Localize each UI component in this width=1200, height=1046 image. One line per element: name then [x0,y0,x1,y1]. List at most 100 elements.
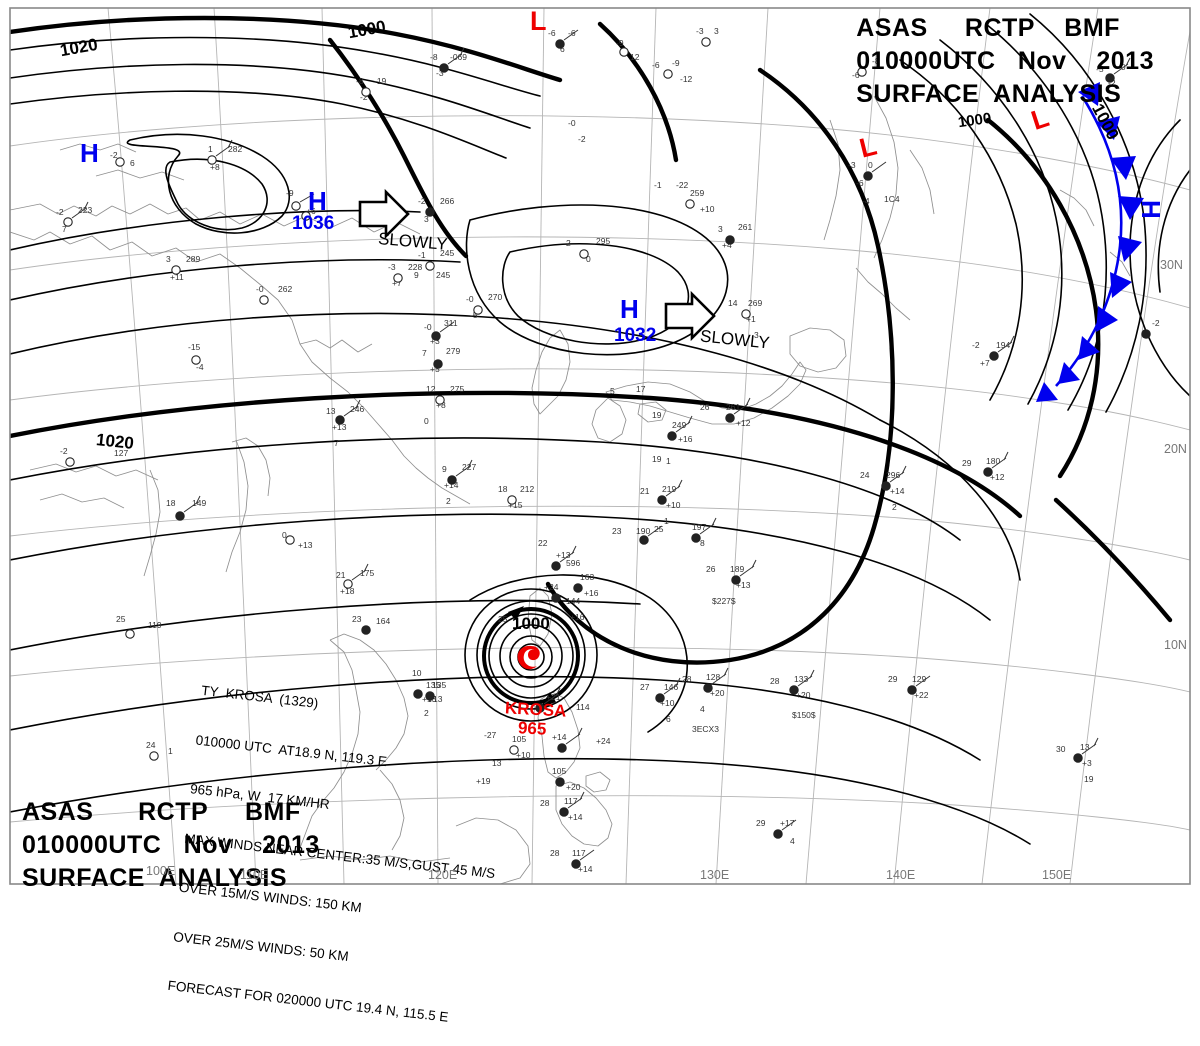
isobar-label-tc-1000: 1000 [512,614,550,633]
svg-text:-2: -2 [972,340,980,350]
svg-text:295: 295 [596,236,610,246]
svg-text:197: 197 [692,522,706,532]
svg-text:144: 144 [566,596,580,606]
svg-text:$227$: $227$ [712,596,736,606]
svg-text:-19: -19 [374,76,387,86]
svg-text:+20: +20 [796,690,811,700]
lon-label-100e: 100E [146,864,176,878]
svg-text:17: 17 [636,384,646,394]
svg-text:163: 163 [580,572,594,582]
svg-text:+3: +3 [430,336,440,346]
svg-text:146: 146 [664,682,678,692]
svg-text:+14: +14 [444,480,459,490]
svg-text:-4: -4 [862,196,870,206]
svg-text:127: 127 [114,448,128,458]
svg-text:3: 3 [166,254,171,264]
svg-text:+13: +13 [556,550,571,560]
svg-text:180: 180 [986,456,1000,466]
svg-text:-12: -12 [680,74,693,84]
svg-text:129: 129 [912,674,926,684]
svg-text:13: 13 [1080,742,1090,752]
svg-text:28: 28 [540,798,550,808]
svg-text:-9: -9 [672,58,680,68]
svg-text:+14: +14 [568,812,583,822]
svg-text:-8: -8 [430,52,438,62]
svg-text:0: 0 [282,530,287,540]
svg-text:18: 18 [498,484,508,494]
svg-text:-0: -0 [568,118,576,128]
isobar-label-w-1020: 1020 [95,430,135,453]
svg-text:13: 13 [492,758,502,768]
svg-text:-3: -3 [388,262,396,272]
svg-text:+22: +22 [914,690,929,700]
svg-text:28: 28 [770,676,780,686]
svg-text:-6: -6 [852,70,860,80]
typhoon-name-label: KROSA [504,698,567,721]
svg-text:-2: -2 [1152,318,1160,328]
svg-text:-0: -0 [1118,62,1126,72]
svg-text:-9: -9 [616,38,624,48]
low-center-north: L [530,6,547,36]
lon-label-150e: 150E [1042,868,1072,882]
svg-text:+20: +20 [566,782,581,792]
svg-text:3: 3 [714,26,719,36]
header-top-right-line3: SURFACE ANALYSIS [856,80,1122,108]
svg-text:175: 175 [360,568,374,578]
svg-text:5: 5 [610,386,615,396]
svg-text:119: 119 [148,620,162,630]
svg-text:-0: -0 [424,322,432,332]
svg-text:-2: -2 [1108,78,1116,88]
svg-text:29: 29 [962,458,972,468]
svg-text:4: 4 [700,704,705,714]
cold-front-barbs [1036,82,1144,402]
lon-label-120e: 120E [428,868,458,882]
svg-text:25: 25 [116,614,126,624]
svg-text:22: 22 [538,538,548,548]
svg-text:212: 212 [520,484,534,494]
lat-label-10n: 10N [1164,638,1187,652]
svg-text:3: 3 [718,224,723,234]
svg-text:-15: -15 [188,342,201,352]
svg-text:25: 25 [498,614,508,624]
svg-text:296: 296 [886,470,900,480]
svg-text:0: 0 [868,160,873,170]
svg-text:282: 282 [228,144,242,154]
svg-text:-4: -4 [196,362,204,372]
header-top-right: ASAS RCTP BMF 010000UTC Nov 2013 SURFACE… [856,12,1154,111]
header-bottom-left-line3: SURFACE ANALYSIS [22,864,288,892]
svg-text:128: 128 [706,672,720,682]
svg-text:219: 219 [662,484,676,494]
svg-text:7: 7 [62,224,67,234]
svg-text:-5: -5 [470,310,478,320]
svg-text:+10: +10 [666,500,681,510]
map-frame [9,7,1191,885]
svg-text:0: 0 [586,254,591,264]
svg-text:+13: +13 [332,422,347,432]
svg-text:-1: -1 [418,250,426,260]
svg-text:228: 228 [408,262,422,272]
svg-text:-8: -8 [356,76,364,86]
svg-text:1: 1 [168,746,173,756]
svg-text:+12: +12 [990,472,1005,482]
svg-text:24: 24 [146,740,156,750]
svg-text:2: 2 [892,502,897,512]
svg-text:3: 3 [424,214,429,224]
header-bottom-left-line1: ASAS RCTP BMF [22,798,301,826]
svg-text:-0: -0 [466,294,474,304]
svg-text:246: 246 [350,404,364,414]
svg-text:270: 270 [488,292,502,302]
svg-text:-3: -3 [848,160,856,170]
svg-text:+16: +16 [570,612,585,622]
svg-text:+16: +16 [678,434,693,444]
svg-text:-2: -2 [418,196,426,206]
svg-text:9: 9 [414,270,419,280]
svg-text:2: 2 [566,238,571,248]
motion-arrow-east [664,290,716,342]
svg-text:+19: +19 [476,776,491,786]
typhoon-info-line6: OVER 25M/S WINDS: 50 KM [172,928,350,964]
svg-text:1: 1 [208,144,213,154]
svg-text:6: 6 [666,714,671,724]
svg-text:+14: +14 [552,732,567,742]
svg-text:289: 289 [186,254,200,264]
